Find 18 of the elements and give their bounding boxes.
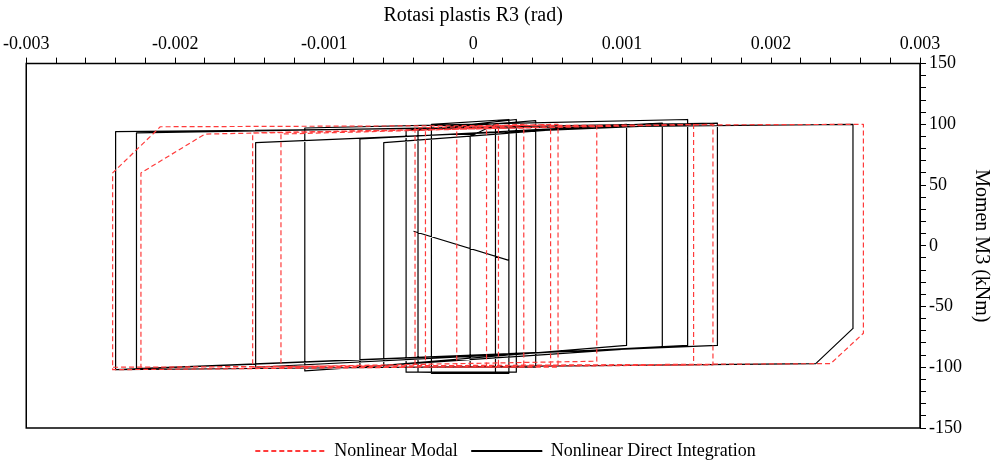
x-tick-label: 0.003 [899,32,941,53]
legend-label: Nonlinear Direct Integration [550,439,756,460]
x-tick-label: -0.001 [300,32,348,53]
y-axis-title: Momen M3 (kNm) [970,169,994,323]
y-tick-label: 100 [929,113,957,134]
x-tick-label: -0.003 [3,32,50,53]
y-tick-label: -150 [929,416,963,437]
y-tick-label: -100 [929,356,963,376]
x-tick-label: -0.002 [151,32,199,53]
y-tick-label: -50 [929,295,954,316]
x-axis-title: Rotasi plastis R3 (rad) [383,3,563,27]
x-tick-label: 0.002 [750,32,792,53]
y-tick-label: 0 [929,234,939,255]
y-tick-label: 50 [929,173,948,194]
y-tick-label: 150 [929,52,957,73]
x-tick-label: 0.001 [601,32,643,53]
x-tick-label: 0 [468,32,478,53]
legend-label: Nonlinear Modal [334,439,458,460]
